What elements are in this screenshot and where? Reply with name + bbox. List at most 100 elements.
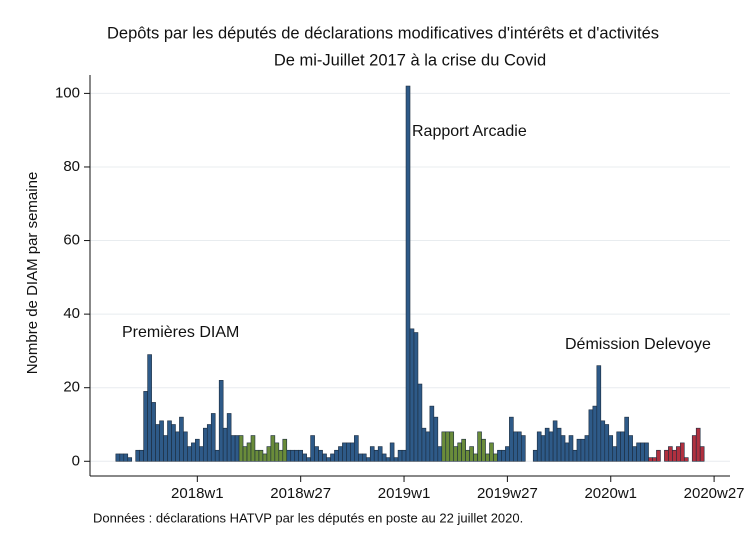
bar — [389, 442, 395, 462]
bar — [358, 453, 363, 462]
bar — [218, 380, 224, 462]
bar — [298, 449, 303, 462]
bar — [640, 442, 645, 462]
x-tick-label: 2018w1 — [171, 485, 224, 502]
bar — [544, 427, 550, 462]
bar — [175, 431, 180, 462]
bar — [552, 420, 558, 462]
bar — [246, 442, 252, 462]
bar — [620, 431, 625, 462]
bar — [346, 442, 351, 462]
bar — [393, 457, 399, 462]
bar — [632, 446, 637, 462]
y-tick-label: 100 — [55, 84, 80, 101]
bar — [294, 449, 299, 462]
bar — [477, 431, 482, 462]
bar — [437, 446, 443, 462]
y-tick-label: 20 — [63, 379, 80, 396]
annotation: Démission Delevoye — [565, 336, 711, 353]
bar — [493, 453, 498, 462]
bar — [171, 424, 176, 462]
bar — [676, 446, 681, 462]
bar — [588, 409, 594, 462]
bar — [123, 453, 129, 462]
bar — [568, 435, 574, 462]
bar — [151, 402, 156, 462]
x-tick-label: 2019w1 — [378, 485, 431, 502]
bar — [580, 438, 586, 462]
bar — [187, 446, 192, 462]
y-tick-label: 60 — [63, 232, 80, 249]
bar — [202, 427, 208, 462]
bar — [365, 457, 371, 462]
bar — [258, 449, 264, 462]
bar — [183, 431, 188, 462]
bar — [668, 446, 673, 462]
bar — [195, 438, 200, 462]
bar — [564, 442, 570, 462]
bar — [274, 442, 280, 462]
bar — [266, 446, 272, 462]
bar — [115, 453, 121, 462]
bar — [612, 446, 618, 462]
bar — [342, 442, 347, 462]
bar — [314, 446, 319, 462]
bar — [290, 449, 296, 462]
bar — [354, 435, 359, 462]
bar — [596, 365, 602, 462]
bar — [226, 413, 232, 462]
bar — [210, 413, 216, 462]
bar — [286, 449, 292, 462]
bar — [680, 442, 685, 462]
bar — [497, 449, 502, 462]
bar — [369, 446, 375, 462]
bar — [262, 453, 268, 462]
bar — [334, 449, 339, 462]
bar — [540, 435, 546, 462]
bar — [135, 449, 140, 462]
bar — [576, 438, 582, 462]
bar — [322, 453, 327, 462]
bar — [449, 431, 455, 462]
bar — [469, 446, 474, 462]
bar — [373, 449, 379, 462]
bar — [592, 405, 598, 462]
bar — [521, 435, 526, 462]
bar — [656, 449, 661, 462]
bar — [238, 435, 244, 462]
bar — [433, 416, 439, 462]
bar — [270, 435, 276, 462]
annotation: Rapport Arcadie — [412, 123, 527, 140]
bar — [489, 442, 494, 462]
bar — [338, 446, 343, 462]
bar — [326, 457, 331, 462]
x-tick-label: 2020w1 — [584, 485, 637, 502]
bar — [644, 442, 649, 462]
chart-title: Depôts par les députés de déclarations m… — [107, 24, 659, 42]
bar — [350, 442, 355, 462]
bar — [250, 435, 256, 462]
note: Données : déclarations HATVP par les dép… — [93, 510, 523, 525]
bar — [421, 427, 427, 462]
y-tick-label: 0 — [72, 452, 80, 469]
x-tick-label: 2020w27 — [684, 485, 745, 502]
bar — [628, 435, 633, 462]
bar — [179, 416, 184, 462]
bar — [409, 328, 415, 462]
bar — [222, 427, 228, 462]
bar — [417, 383, 423, 462]
bar — [405, 85, 411, 462]
bar — [481, 438, 486, 462]
bar — [664, 449, 669, 462]
chart-subtitle: De mi-Juillet 2017 à la crise du Covid — [274, 51, 546, 69]
bar — [683, 457, 689, 462]
bar — [505, 446, 510, 462]
bar — [695, 427, 701, 462]
x-tick-label: 2019w27 — [477, 485, 538, 502]
bar — [242, 446, 248, 462]
bar — [401, 449, 407, 462]
bar — [361, 453, 367, 462]
bar — [254, 449, 260, 462]
bar — [604, 424, 610, 462]
bar — [425, 431, 431, 462]
